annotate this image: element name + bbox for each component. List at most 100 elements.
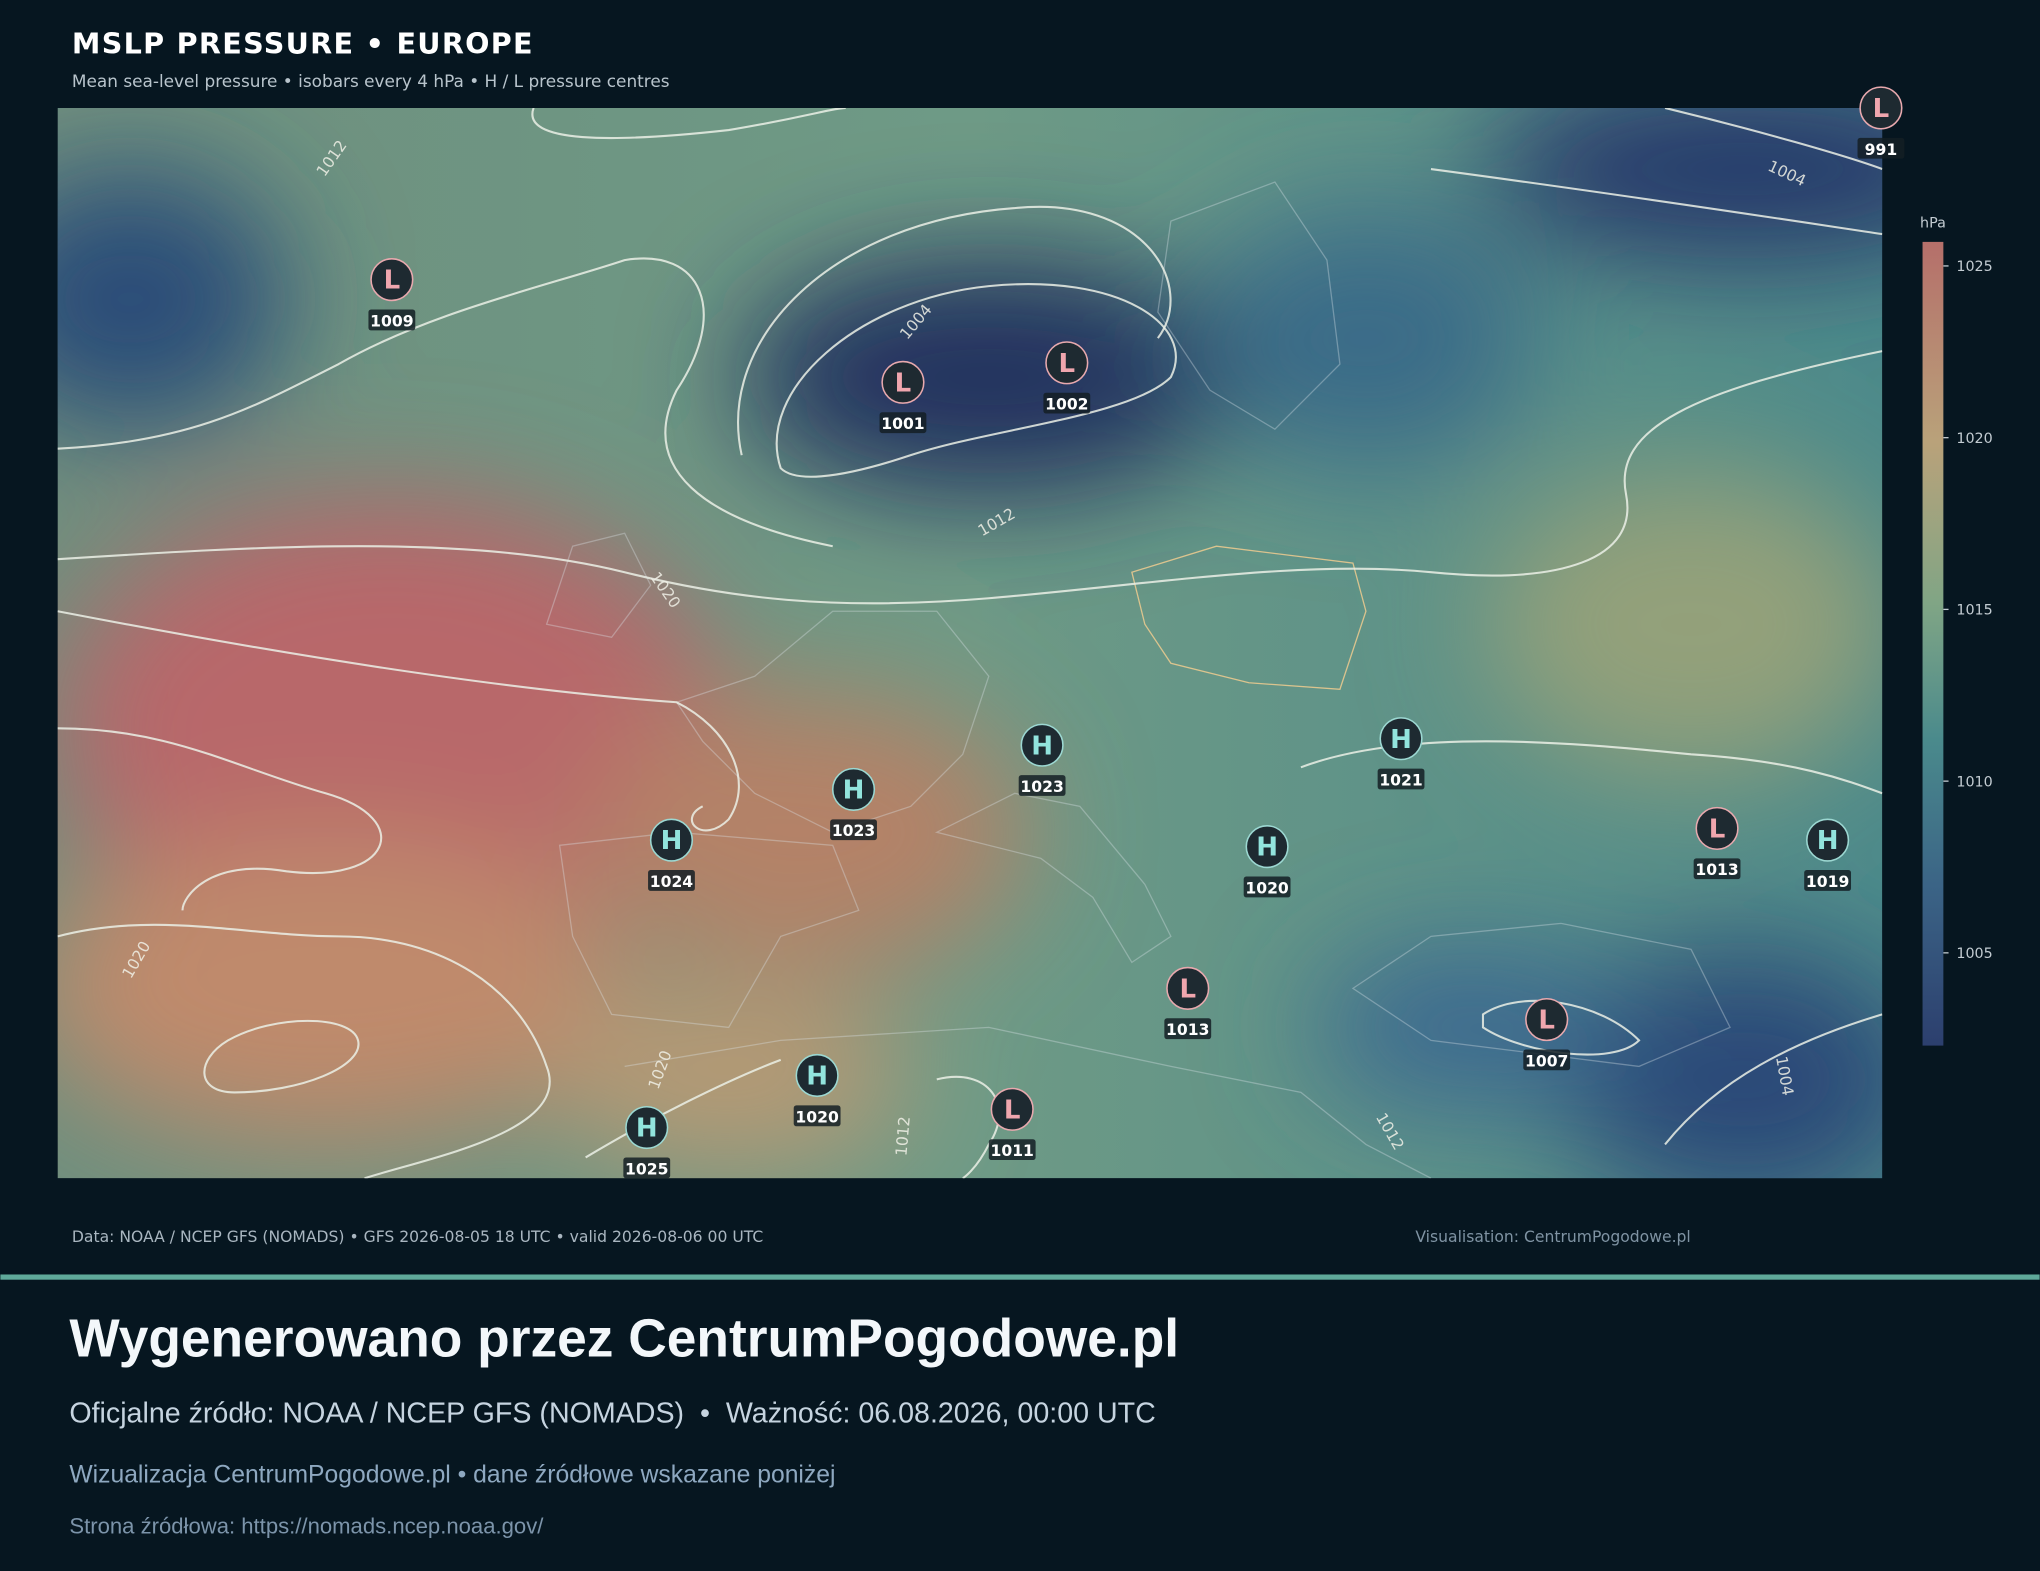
centre-value: 1007 (1525, 1052, 1568, 1070)
centre-marker (1020, 723, 1064, 767)
centre-value: 1002 (1045, 396, 1088, 414)
centre-value: 1025 (625, 1160, 668, 1178)
centre-value: 991 (1865, 141, 1898, 159)
pressure-centre: L 1013 (1693, 806, 1741, 880)
centre-marker (1379, 717, 1423, 761)
centre-kind: L (1709, 815, 1726, 845)
centre-kind: L (384, 266, 401, 296)
centre-kind: L (895, 368, 912, 398)
pressure-centre: H 1024 (648, 818, 695, 891)
centre-kind: H (806, 1062, 828, 1092)
centre-value: 1021 (1379, 772, 1422, 790)
centre-kind: H (1817, 826, 1839, 856)
centre-value: 1013 (1166, 1021, 1209, 1039)
colorbar-tick-label: 1025 (1956, 259, 1992, 275)
centre-kind: H (843, 776, 865, 806)
centre-marker (370, 258, 414, 302)
banner-note: Wizualizacja CentrumPogodowe.pl • dane ź… (69, 1462, 835, 1489)
centre-kind: L (1004, 1095, 1021, 1125)
centre-kind: L (1873, 94, 1890, 124)
centre-marker (795, 1053, 839, 1098)
centre-kind: L (1179, 974, 1196, 1004)
pressure-centre: L 991 (1857, 86, 1905, 159)
pressure-centre: H 1021 (1377, 717, 1425, 790)
pressure-centre: H 1020 (1243, 825, 1291, 898)
centre-kind: H (1256, 833, 1278, 863)
pressure-centre: L 1007 (1523, 998, 1571, 1071)
banner-title: Wygenerowano przez CentrumPogodowe.pl (69, 1309, 1179, 1368)
centre-marker (625, 1105, 669, 1150)
centre-value: 1019 (1806, 873, 1849, 891)
pressure-centre: H 1019 (1804, 818, 1852, 891)
pressure-centre: L 1011 (988, 1087, 1036, 1161)
centre-kind: L (1059, 349, 1076, 379)
pressure-centre: L 1002 (1043, 341, 1091, 414)
centre-marker (649, 818, 694, 862)
centre-value-bg (1018, 775, 1066, 796)
centre-value: 1023 (1020, 778, 1063, 796)
colorbar-label: hPa (1920, 216, 1946, 232)
centre-marker (831, 767, 876, 811)
centre-value-bg (830, 819, 877, 841)
centre-marker (1245, 825, 1289, 869)
centre-value-bg (1043, 392, 1091, 414)
centre-value-bg (1164, 1018, 1212, 1040)
centre-value-bg (1857, 137, 1905, 159)
centre-kind: H (661, 826, 683, 856)
centre-value-bg (793, 1105, 841, 1127)
colorbar-tick-label: 1015 (1956, 603, 1992, 619)
centre-marker (1859, 86, 1903, 130)
pressure-centre: L 1001 (879, 360, 927, 434)
centre-value-bg (1377, 768, 1425, 790)
separator (0, 1274, 2040, 1280)
pressure-centre: H 1020 (793, 1053, 841, 1127)
data-source: Data: NOAA / NCEP GFS (NOMADS) • GFS 202… (72, 1228, 763, 1246)
centre-value-bg (368, 309, 416, 331)
colorbar-ticks: 1005 1010 1015 1020 1025 (1943, 259, 1993, 962)
banner-url: Strona źródłowa: https://nomads.ncep.noa… (69, 1513, 544, 1538)
centre-value-bg (1523, 1049, 1571, 1071)
centre-kind: L (1538, 1006, 1555, 1036)
centre-value: 1023 (832, 822, 875, 840)
centre-marker (1806, 818, 1850, 862)
centre-value: 1013 (1695, 861, 1738, 879)
centre-kind: H (1031, 731, 1053, 761)
pressure-centre: H 1023 (830, 767, 877, 841)
colorbar-tick-label: 1010 (1956, 774, 1992, 790)
colorbar-tick-label: 1005 (1956, 946, 1992, 962)
centre-marker (881, 360, 925, 404)
centre-value: 1001 (881, 415, 924, 433)
centre-marker (1525, 998, 1569, 1042)
banner-source: Oficjalne źródło: NOAA / NCEP GFS (NOMAD… (69, 1398, 1155, 1430)
centre-value-bg (648, 870, 695, 891)
pressure-centre: L 1013 (1164, 966, 1212, 1040)
centre-marker (1166, 966, 1210, 1010)
centre-value: 1020 (795, 1108, 839, 1126)
pressure-centre: L 1009 (368, 258, 416, 331)
isobar-label: 1012 (892, 1116, 913, 1157)
centre-marker (990, 1087, 1034, 1131)
centre-value: 1011 (990, 1142, 1033, 1160)
pressure-centre: H 1025 (623, 1105, 671, 1179)
centre-value-bg (879, 412, 927, 434)
title: MSLP PRESSURE • EUROPE (72, 26, 534, 60)
centre-value-bg (1693, 858, 1741, 880)
centre-kind: H (1390, 725, 1412, 755)
subtitle: Mean sea-level pressure • isobars every … (72, 71, 670, 91)
centre-marker (1695, 806, 1739, 851)
pressure-centres: L991L1009L1001L1002H1023H1023H1024H1021H… (368, 86, 1905, 1179)
credit: Visualisation: CentrumPogodowe.pl (1415, 1228, 1690, 1246)
centre-value: 1020 (1245, 879, 1289, 897)
centre-value: 1009 (370, 312, 413, 330)
colorbar-tick-label: 1020 (1956, 431, 1992, 447)
centre-value-bg (1804, 870, 1852, 891)
centre-kind: H (636, 1114, 658, 1144)
centre-value-bg (988, 1139, 1036, 1161)
centre-value-bg (1243, 876, 1291, 898)
pressure-centre: H 1023 (1018, 723, 1066, 796)
centre-value-bg (623, 1157, 671, 1179)
colorbar (1922, 241, 1944, 1046)
